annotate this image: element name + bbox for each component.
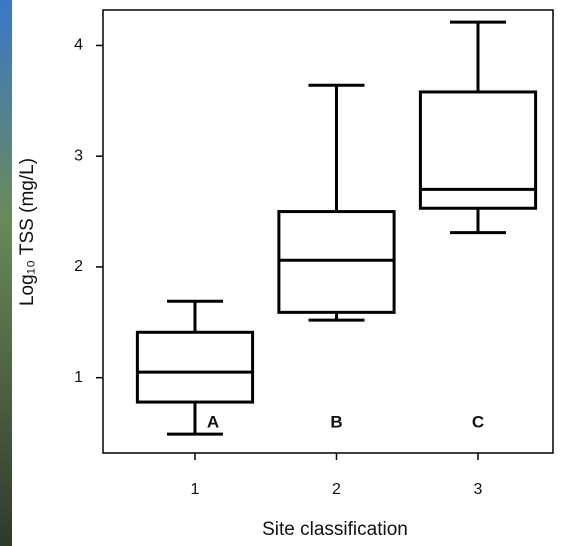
box — [277, 210, 396, 314]
x-tick-label: 3 — [474, 481, 483, 498]
annotation: A — [207, 412, 219, 431]
x-tick-label: 2 — [332, 481, 341, 498]
x-tick-label: 1 — [191, 481, 200, 498]
x-axis-label: Site classification — [262, 519, 408, 540]
photo-strip — [0, 0, 12, 546]
y-tick-label: 3 — [74, 147, 83, 164]
plot-frame — [102, 9, 554, 454]
box — [135, 330, 255, 404]
y-axis-label: Log₁₀ TSS (mg/L) — [17, 158, 38, 306]
y-tick-label: 2 — [74, 258, 83, 275]
y-tick-label: 4 — [74, 37, 83, 54]
annotation: C — [472, 412, 484, 431]
y-tick-label: 1 — [74, 369, 83, 386]
annotation: B — [330, 412, 342, 431]
